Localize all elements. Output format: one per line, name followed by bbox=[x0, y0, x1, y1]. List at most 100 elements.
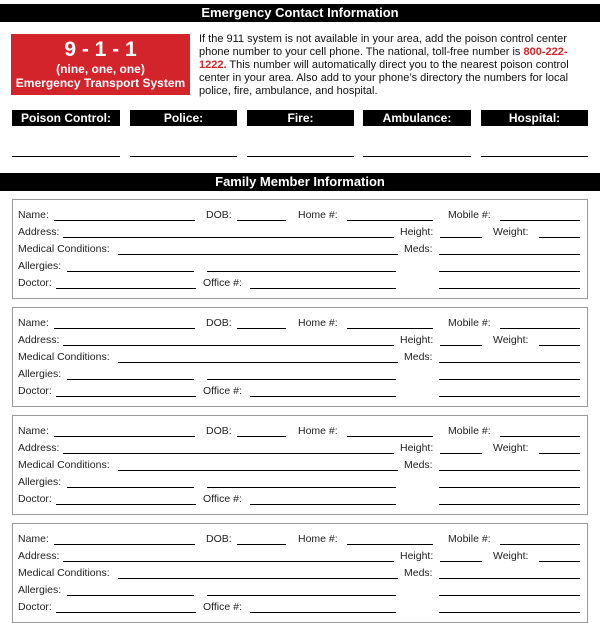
allergies-3-field[interactable] bbox=[439, 595, 580, 596]
contact-field-ambulance[interactable] bbox=[363, 156, 471, 157]
conditions-field[interactable] bbox=[118, 578, 398, 579]
badge-system: Emergency Transport System bbox=[15, 76, 186, 90]
address-label: Address: bbox=[18, 550, 60, 562]
allergies-2-field[interactable] bbox=[207, 271, 396, 272]
height-label: Height: bbox=[400, 442, 434, 454]
height-field[interactable] bbox=[440, 237, 482, 238]
allergies-3-field[interactable] bbox=[439, 487, 580, 488]
allergies-field[interactable] bbox=[67, 271, 194, 272]
mobile-field[interactable] bbox=[500, 544, 580, 545]
dob-label: DOB: bbox=[206, 209, 232, 221]
mobile-label: Mobile #: bbox=[448, 425, 491, 437]
allergies-label: Allergies: bbox=[18, 368, 62, 380]
height-label: Height: bbox=[400, 550, 434, 562]
dob-label: DOB: bbox=[206, 317, 232, 329]
allergies-label: Allergies: bbox=[18, 260, 62, 272]
home-label: Home #: bbox=[298, 533, 338, 545]
meds-field[interactable] bbox=[439, 362, 580, 363]
height-field[interactable] bbox=[440, 453, 482, 454]
doctor-field[interactable] bbox=[56, 288, 196, 289]
meds-field[interactable] bbox=[439, 470, 580, 471]
name-field[interactable] bbox=[54, 328, 195, 329]
family-member-card: Name: DOB: Home #: Mobile #: Address: Height:… bbox=[12, 523, 588, 623]
meds-field[interactable] bbox=[439, 254, 580, 255]
height-field[interactable] bbox=[440, 561, 482, 562]
height-label: Height: bbox=[400, 226, 434, 238]
allergies-3-field[interactable] bbox=[439, 379, 580, 380]
mobile-label: Mobile #: bbox=[448, 317, 491, 329]
contact-field-hospital[interactable] bbox=[481, 156, 588, 157]
office-label: Office #: bbox=[203, 601, 242, 613]
weight-field[interactable] bbox=[539, 237, 580, 238]
dob-field[interactable] bbox=[237, 328, 286, 329]
home-field[interactable] bbox=[347, 220, 433, 221]
doctor-extra-field[interactable] bbox=[439, 612, 580, 613]
mobile-label: Mobile #: bbox=[448, 533, 491, 545]
office-field[interactable] bbox=[250, 504, 396, 505]
office-label: Office #: bbox=[203, 277, 242, 289]
mobile-field[interactable] bbox=[500, 436, 580, 437]
name-label: Name: bbox=[18, 209, 49, 221]
weight-field[interactable] bbox=[539, 453, 580, 454]
dob-field[interactable] bbox=[237, 436, 286, 437]
weight-label: Weight: bbox=[493, 226, 529, 238]
doctor-label: Doctor: bbox=[18, 385, 52, 397]
intro-before: If the 911 system is not available in yo… bbox=[199, 33, 567, 58]
name-label: Name: bbox=[18, 317, 49, 329]
office-field[interactable] bbox=[250, 612, 396, 613]
family-member-card: Name: DOB: Home #: Mobile #: Address: Height:… bbox=[12, 307, 588, 407]
office-field[interactable] bbox=[250, 396, 396, 397]
mobile-label: Mobile #: bbox=[448, 209, 491, 221]
office-label: Office #: bbox=[203, 385, 242, 397]
conditions-field[interactable] bbox=[118, 470, 398, 471]
home-field[interactable] bbox=[347, 436, 433, 437]
dob-label: DOB: bbox=[206, 533, 232, 545]
contact-field-police[interactable] bbox=[130, 156, 237, 157]
mobile-field[interactable] bbox=[500, 328, 580, 329]
weight-field[interactable] bbox=[539, 345, 580, 346]
allergies-field[interactable] bbox=[67, 595, 194, 596]
doctor-label: Doctor: bbox=[18, 601, 52, 613]
address-field[interactable] bbox=[63, 561, 394, 562]
allergies-2-field[interactable] bbox=[207, 595, 396, 596]
weight-field[interactable] bbox=[539, 561, 580, 562]
meds-field[interactable] bbox=[439, 578, 580, 579]
name-field[interactable] bbox=[54, 544, 195, 545]
address-field[interactable] bbox=[63, 453, 394, 454]
allergies-2-field[interactable] bbox=[207, 379, 396, 380]
doctor-field[interactable] bbox=[56, 396, 196, 397]
conditions-field[interactable] bbox=[118, 362, 398, 363]
meds-label: Meds: bbox=[404, 351, 433, 363]
emergency-contact-header: Emergency Contact Information bbox=[0, 4, 600, 22]
doctor-field[interactable] bbox=[56, 504, 196, 505]
allergies-2-field[interactable] bbox=[207, 487, 396, 488]
meds-label: Meds: bbox=[404, 459, 433, 471]
contact-field-poison-control[interactable] bbox=[12, 156, 120, 157]
doctor-extra-field[interactable] bbox=[439, 288, 580, 289]
mobile-field[interactable] bbox=[500, 220, 580, 221]
dob-field[interactable] bbox=[237, 220, 286, 221]
address-field[interactable] bbox=[63, 345, 394, 346]
doctor-label: Doctor: bbox=[18, 493, 52, 505]
home-field[interactable] bbox=[347, 328, 433, 329]
doctor-extra-field[interactable] bbox=[439, 504, 580, 505]
home-label: Home #: bbox=[298, 317, 338, 329]
height-field[interactable] bbox=[440, 345, 482, 346]
conditions-field[interactable] bbox=[118, 254, 398, 255]
conditions-label: Medical Conditions: bbox=[18, 351, 110, 363]
doctor-extra-field[interactable] bbox=[439, 396, 580, 397]
name-field[interactable] bbox=[54, 220, 195, 221]
name-field[interactable] bbox=[54, 436, 195, 437]
doctor-field[interactable] bbox=[56, 612, 196, 613]
dob-field[interactable] bbox=[237, 544, 286, 545]
office-field[interactable] bbox=[250, 288, 396, 289]
conditions-label: Medical Conditions: bbox=[18, 567, 110, 579]
allergies-3-field[interactable] bbox=[439, 271, 580, 272]
contact-label-hospital: Hospital: bbox=[481, 110, 588, 126]
address-field[interactable] bbox=[63, 237, 394, 238]
allergies-field[interactable] bbox=[67, 487, 194, 488]
home-field[interactable] bbox=[347, 544, 433, 545]
allergies-field[interactable] bbox=[67, 379, 194, 380]
dob-label: DOB: bbox=[206, 425, 232, 437]
contact-field-fire[interactable] bbox=[247, 156, 354, 157]
